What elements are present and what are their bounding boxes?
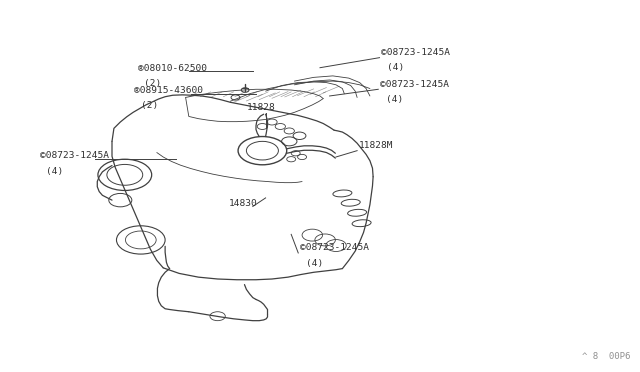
Text: ®08010-62500: ®08010-62500: [138, 64, 207, 73]
Text: (2): (2): [141, 102, 158, 110]
Text: (4): (4): [46, 167, 63, 176]
Text: ^ 8  00P6: ^ 8 00P6: [582, 352, 630, 361]
Text: ©08723-1245A: ©08723-1245A: [381, 48, 450, 57]
Text: ©08723-1245A: ©08723-1245A: [380, 80, 449, 89]
Text: ®08915-43600: ®08915-43600: [134, 86, 204, 95]
Text: 11828M: 11828M: [358, 141, 393, 150]
Text: 14830: 14830: [229, 199, 258, 208]
Text: ©08723-1245A: ©08723-1245A: [40, 151, 109, 160]
Text: ©08723-1245A: ©08723-1245A: [300, 243, 369, 252]
Text: (4): (4): [386, 95, 403, 104]
Text: (4): (4): [306, 259, 323, 268]
Text: (2): (2): [144, 79, 161, 88]
Text: (4): (4): [387, 63, 404, 72]
Text: 11828: 11828: [246, 103, 275, 112]
